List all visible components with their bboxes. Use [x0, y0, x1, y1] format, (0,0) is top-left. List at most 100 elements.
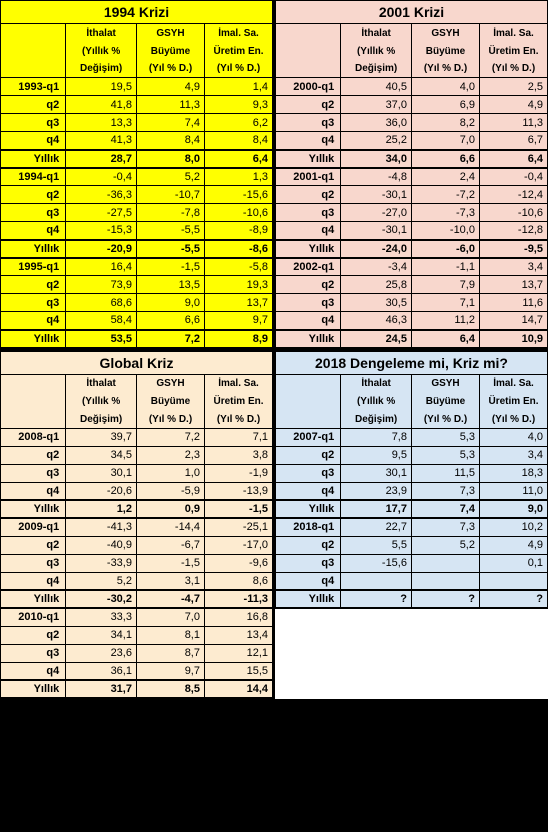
data-cell: 5,2	[66, 572, 137, 590]
data-cell: -4,8	[341, 168, 412, 186]
header-blank	[276, 42, 341, 60]
row-label: q3	[1, 294, 66, 312]
header-blank	[276, 392, 341, 410]
data-cell: 7,2	[136, 428, 204, 446]
data-cell: -0,4	[479, 168, 547, 186]
yearly-cell: 6,4	[204, 150, 272, 168]
column-header: İthalat	[341, 374, 412, 392]
column-header: İmal. Sa.	[479, 24, 547, 42]
row-label: q4	[276, 482, 341, 500]
data-cell: -6,7	[136, 536, 204, 554]
header-blank	[1, 24, 66, 42]
data-cell: -20,6	[66, 482, 137, 500]
yearly-cell: ?	[479, 590, 547, 608]
yearly-cell: 31,7	[66, 680, 137, 698]
data-cell: 2,3	[136, 446, 204, 464]
data-cell: 7,8	[341, 428, 412, 446]
row-label: q3	[276, 294, 341, 312]
column-header: (Yıllık %	[341, 392, 412, 410]
column-header: (Yıl % D.)	[411, 410, 479, 428]
data-cell: 7,1	[204, 428, 272, 446]
data-cell: -10,0	[411, 222, 479, 240]
data-cell: 7,3	[411, 482, 479, 500]
data-cell: -15,6	[341, 554, 412, 572]
data-cell: 4,0	[479, 428, 547, 446]
yearly-cell: 7,2	[136, 330, 204, 348]
yearly-cell: ?	[341, 590, 412, 608]
yearly-cell: 8,0	[136, 150, 204, 168]
data-cell: -33,9	[66, 554, 137, 572]
row-label: q3	[1, 204, 66, 222]
column-header: (Yıl % D.)	[411, 60, 479, 78]
yearly-cell: -9,5	[479, 240, 547, 258]
yearly-cell: 7,4	[411, 500, 479, 518]
header-blank	[276, 24, 341, 42]
data-cell: -13,9	[204, 482, 272, 500]
column-header: İthalat	[341, 24, 412, 42]
column-header: (Yıl % D.)	[204, 410, 272, 428]
data-cell: 3,4	[479, 446, 547, 464]
data-cell: 9,5	[341, 446, 412, 464]
data-cell: 0,1	[479, 554, 547, 572]
data-cell: 23,6	[66, 644, 137, 662]
data-cell: -9,6	[204, 554, 272, 572]
data-cell: 40,5	[341, 78, 412, 96]
column-header: GSYH	[411, 24, 479, 42]
data-cell: 4,9	[479, 96, 547, 114]
column-header: İthalat	[66, 374, 137, 392]
header-blank	[1, 392, 66, 410]
yearly-label: Yıllık	[1, 330, 66, 348]
data-cell: 1,0	[136, 464, 204, 482]
row-label: q2	[1, 446, 66, 464]
yearly-cell: 0,9	[136, 500, 204, 518]
header-blank	[1, 410, 66, 428]
data-cell: 5,2	[136, 168, 204, 186]
row-label: 2009-q1	[1, 518, 66, 536]
data-cell: 7,9	[411, 276, 479, 294]
yearly-cell: 17,7	[341, 500, 412, 518]
data-cell: 39,7	[66, 428, 137, 446]
data-cell: -36,3	[66, 186, 137, 204]
row-label: q2	[1, 536, 66, 554]
data-cell: -5,5	[136, 222, 204, 240]
column-header: (Yıl % D.)	[136, 410, 204, 428]
column-header: Üretim En.	[479, 42, 547, 60]
data-cell: 19,5	[66, 78, 137, 96]
header-blank	[1, 60, 66, 78]
data-cell: 9,7	[136, 662, 204, 680]
data-cell: 7,4	[136, 114, 204, 132]
yearly-label: Yıllık	[276, 150, 341, 168]
column-header: (Yıllık %	[341, 42, 412, 60]
data-cell: 11,5	[411, 464, 479, 482]
data-cell: -0,4	[66, 168, 137, 186]
data-cell: 3,1	[136, 572, 204, 590]
column-header: İthalat	[66, 24, 137, 42]
yearly-cell: 24,5	[341, 330, 412, 348]
column-header: (Yıl % D.)	[479, 410, 547, 428]
yearly-cell: ?	[411, 590, 479, 608]
data-cell: -27,5	[66, 204, 137, 222]
data-cell: -25,1	[204, 518, 272, 536]
yearly-label: Yıllık	[1, 150, 66, 168]
row-label: 2018-q1	[276, 518, 341, 536]
data-cell: -5,9	[136, 482, 204, 500]
data-cell: 9,7	[204, 312, 272, 330]
data-cell: -8,9	[204, 222, 272, 240]
data-cell: 5,3	[411, 446, 479, 464]
row-label: q4	[276, 132, 341, 150]
data-cell: 30,1	[341, 464, 412, 482]
data-cell: -7,3	[411, 204, 479, 222]
column-header: (Yıllık %	[66, 42, 137, 60]
yearly-cell: 8,5	[136, 680, 204, 698]
yearly-cell: -8,6	[204, 240, 272, 258]
data-cell: 6,6	[136, 312, 204, 330]
header-blank	[1, 42, 66, 60]
data-cell: 8,4	[204, 132, 272, 150]
data-cell: 4,0	[411, 78, 479, 96]
column-header: Değişim)	[341, 60, 412, 78]
column-header: Üretim En.	[204, 42, 272, 60]
data-cell: -1,5	[136, 554, 204, 572]
row-label: q3	[1, 114, 66, 132]
crisis-panel: Global KrizİthalatGSYHİmal. Sa.(Yıllık %…	[0, 351, 273, 700]
data-cell: 16,8	[204, 608, 272, 626]
